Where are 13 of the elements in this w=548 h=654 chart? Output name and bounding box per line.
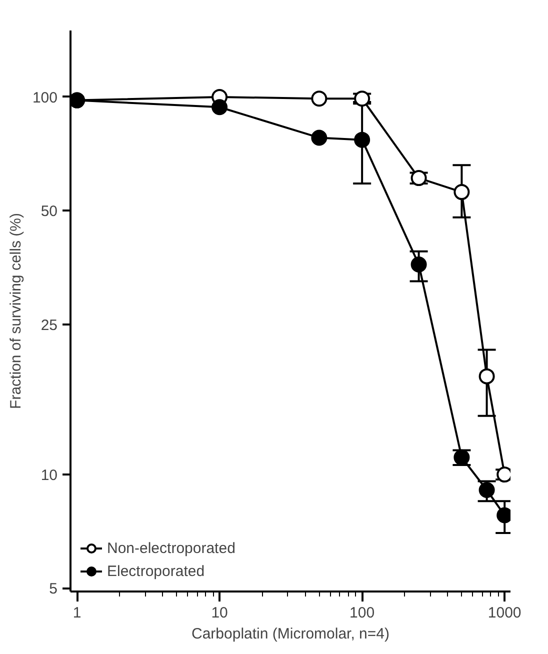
x-tick-label: 1 [72, 604, 82, 622]
y-tick-label: 5 [49, 580, 58, 598]
y-tick-label: 25 [40, 316, 58, 334]
x-tick-label: 10 [211, 604, 228, 622]
y-tick-label: 50 [40, 203, 58, 220]
y-tick-label: 100 [32, 89, 58, 106]
x-axis-title: Carboplatin (Micromolar, n=4) [192, 626, 390, 642]
x-tick-label: 100 [350, 604, 375, 622]
legend-label: Non-electroporated [107, 540, 236, 556]
y-tick-label: 10 [40, 467, 58, 484]
x-tick-label: 1000 [488, 604, 522, 622]
y-axis-title: Fraction of surviving cells (%) [7, 213, 24, 409]
legend-label: Electroporated [107, 562, 205, 580]
